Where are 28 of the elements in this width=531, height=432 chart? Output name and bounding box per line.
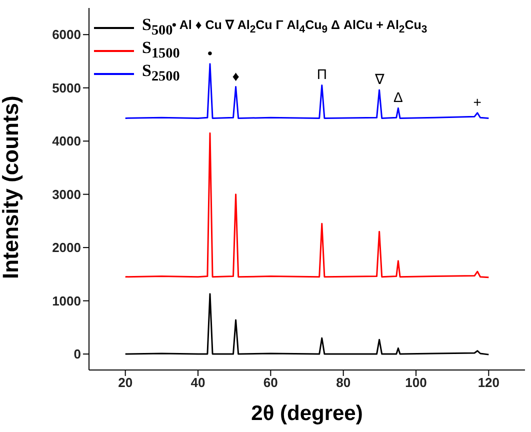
annotation: ♦ — [232, 68, 240, 84]
y-tick-label: 0 — [74, 346, 81, 362]
x-tick-label: 40 — [190, 375, 206, 390]
line-series — [124, 132, 490, 278]
x-axis-title: 2θ (degree) — [251, 402, 363, 425]
annotation: Π — [316, 66, 327, 82]
legend-label: S$_{500}$ — [142, 15, 173, 40]
y-tick-label: 5000 — [52, 80, 81, 96]
legend-label: S$_{1500}$ — [142, 38, 180, 63]
x-tick-label: 60 — [263, 375, 278, 390]
legend-label: S$_{2500}$ — [142, 61, 180, 86]
annotation: + — [473, 94, 482, 110]
y-tick-label: 4000 — [52, 134, 81, 149]
x-tick-label: 20 — [118, 375, 133, 390]
line-series — [124, 63, 490, 119]
annotation: Δ — [394, 89, 403, 106]
x-tick-label: 100 — [405, 375, 427, 390]
y-tick-label: 3000 — [52, 186, 81, 202]
x-tick-label: 120 — [478, 375, 500, 390]
text: • Al ♦ Cu ∇ Al$_{2}$Cu Γ Al$_{4}$Cu$_{9}$ Δ AlCu + Al$_{2}$Cu$_{3}$ — [172, 18, 428, 36]
line-series — [124, 293, 490, 356]
annotation: • — [208, 44, 213, 61]
annotation: ∇ — [374, 70, 385, 87]
y-tick-label: 1000 — [52, 293, 81, 308]
y-axis-title: Intensity (counts) — [0, 96, 23, 279]
y-tick-label: 2000 — [52, 240, 81, 256]
y-tick-label: 6000 — [52, 27, 81, 42]
x-tick-label: 80 — [336, 375, 351, 390]
